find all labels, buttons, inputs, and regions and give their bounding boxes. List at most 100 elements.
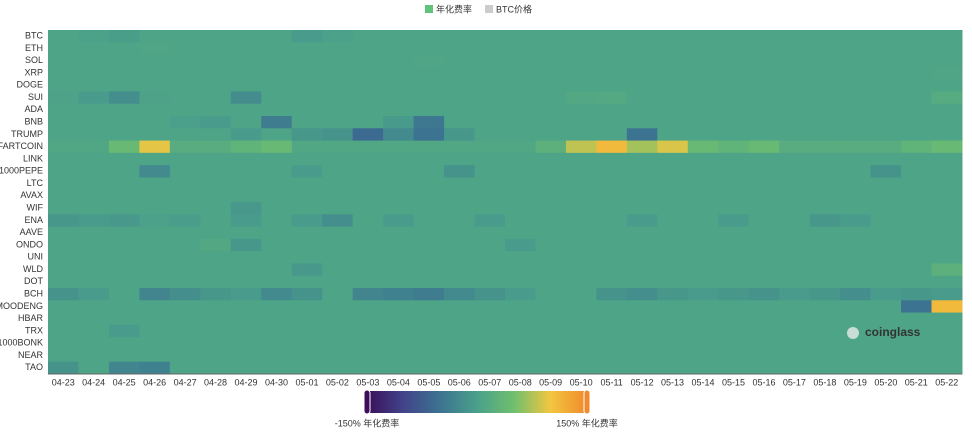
heat-cell [596,30,628,43]
watermark: coinglass [865,325,921,339]
visual-map-handle[interactable] [363,389,371,415]
heat-cell [748,128,780,142]
heat-cell [322,177,354,191]
heat-cell [322,251,354,264]
heat-cell [200,140,232,154]
heat-cell [809,79,841,92]
x-tick-label: 05-12 [631,377,654,387]
heat-cell [413,337,445,350]
heat-cell [931,54,963,68]
heat-cell [48,288,79,301]
heat-cell [383,312,415,326]
heat-cell [413,189,445,203]
heat-cell [901,288,933,301]
visual-map-handle[interactable] [583,389,591,415]
y-tick-label: TRUMP [11,129,43,139]
heat-cell [261,214,293,228]
heat-cell [169,152,201,166]
heat-cell [200,312,232,326]
heat-cell [230,214,262,228]
heat-cell [139,202,171,215]
heat-cell [535,288,567,301]
heat-cell [779,251,811,264]
heat-cell [657,337,689,350]
heat-cell [505,337,536,350]
heat-cell [505,128,536,142]
heat-cell [718,140,750,154]
heat-cell [48,263,79,277]
legend-swatch[interactable] [425,5,433,13]
x-tick-label: 05-03 [356,377,379,387]
legend-swatch[interactable] [485,5,494,13]
heat-cell [718,189,750,203]
heat-cell [596,361,628,375]
heat-cell [291,54,323,68]
heat-cell [108,116,140,129]
heat-cell [901,202,933,215]
heat-cell [169,337,201,350]
heat-cell [870,177,902,191]
heat-cell [565,226,597,240]
heat-cell [444,66,476,80]
heat-cell [474,288,506,301]
heat-cell [687,288,719,301]
heat-cell [200,288,232,301]
heat-cell [657,177,689,191]
x-tick-label: 05-02 [326,377,349,387]
legend-label[interactable]: 年化费率 [436,3,472,14]
heat-cell [657,226,689,240]
heat-cell [230,30,262,43]
heat-cell [718,91,750,105]
heat-cell [291,42,323,56]
heat-cell [931,275,963,289]
heat-cell [779,361,811,375]
heat-cell [78,66,110,80]
legend-label[interactable]: BTC价格 [496,3,532,14]
heat-cell [383,177,415,191]
heat-cell [565,361,597,375]
heat-cell [626,116,658,129]
heat-cell [840,349,872,363]
heat-cell [931,91,963,105]
heat-cell [139,42,171,56]
heat-cell [657,128,689,142]
heat-cell [108,214,140,228]
x-tick-label: 05-06 [448,377,471,387]
x-tick-label: 05-17 [783,377,806,387]
heat-cell [383,79,415,92]
heat-cell [78,251,110,264]
heat-cell [474,79,506,92]
heat-cell [383,238,415,252]
heat-cell [169,189,201,203]
heat-cell [200,66,232,80]
heat-cell [535,103,567,117]
heat-cell [230,79,262,92]
heat-cell [383,202,415,215]
heat-cell [474,202,506,215]
heat-cell [108,54,140,68]
heat-cell [931,128,963,142]
heat-cell [352,226,384,240]
heat-cell [261,288,293,301]
heat-cell [261,189,293,203]
heat-cell [230,103,262,117]
heat-cell [139,30,171,43]
heat-cell [505,140,536,154]
heat-cell [748,251,780,264]
heat-cell [626,128,658,142]
heat-cell [230,324,262,338]
heat-cell [840,66,872,80]
heat-cell [139,361,171,375]
heat-cell [352,42,384,56]
heat-cell [413,361,445,375]
heat-cell [870,79,902,92]
heat-cell [444,128,476,142]
heat-cell [169,324,201,338]
heat-cell [291,238,323,252]
heat-cell [108,238,140,252]
heat-cell [718,177,750,191]
heat-cell [840,300,872,314]
heat-cell [840,263,872,277]
heat-cell [108,128,140,142]
heat-cell [413,140,445,154]
